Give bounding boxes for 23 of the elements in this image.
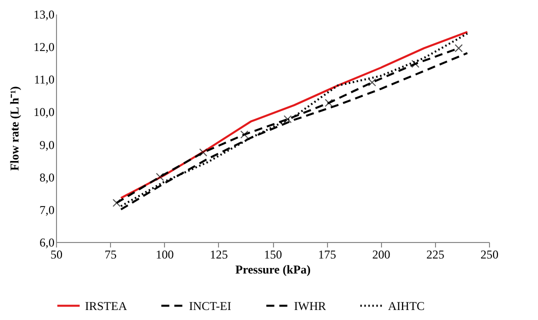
y-tick-label: 13,0 [34,8,54,22]
x-tick-label: 150 [264,248,282,262]
x-axis-title: Pressure (kPa) [235,262,311,276]
legend-label: IRSTEA [85,298,128,313]
x-tick-label: 75 [104,248,117,262]
x-tick-label: 100 [156,248,174,262]
y-tick-label: 10,0 [34,105,54,120]
y-tick-label: 11,0 [34,72,54,87]
y-axis-title: Flow rate (L h⁻¹) [8,86,22,171]
y-tick-label: 7,0 [40,202,54,217]
legend-label: IWHR [294,298,326,313]
y-tick-label: 8,0 [40,170,54,184]
y-tick-label: 12,0 [34,40,54,54]
x-tick-label: 50 [50,248,62,262]
y-tick-label: 6,0 [40,236,54,250]
y-tick-label: 9,0 [40,138,54,152]
x-tick-label: 250 [480,248,498,262]
legend-label: INCT-EI [189,298,232,313]
x-tick-label: 225 [426,248,444,262]
x-tick-label: 175 [318,248,336,262]
legend-label: AIHTC [388,298,425,313]
x-tick-label: 200 [372,248,390,262]
x-tick-label: 125 [210,248,228,262]
